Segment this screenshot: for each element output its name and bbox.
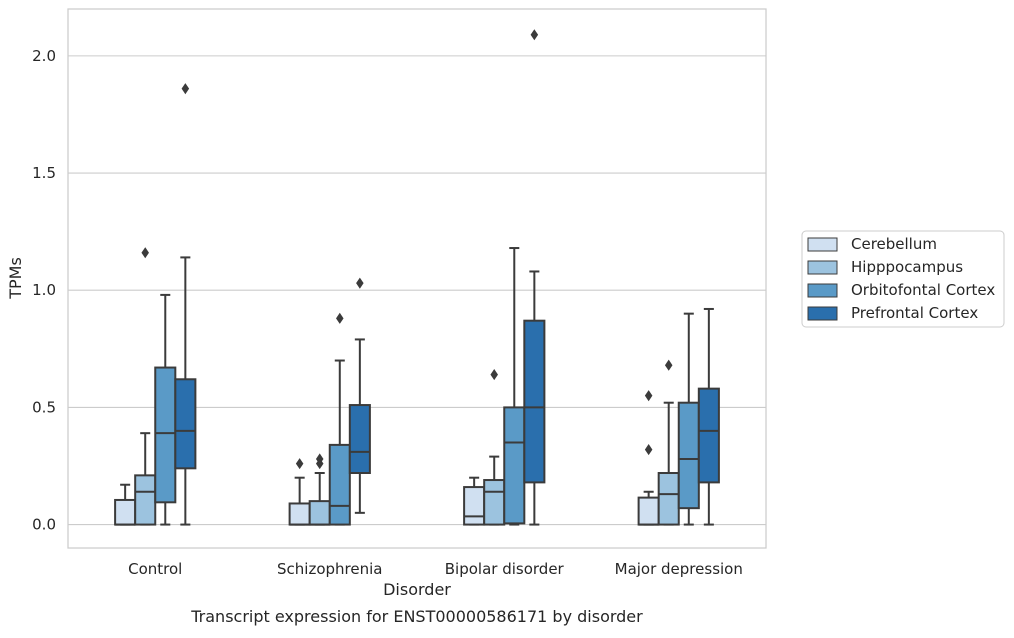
box-body (657, 472, 680, 526)
x-axis-label: Disorder (383, 580, 451, 599)
box-body (308, 500, 331, 526)
legend-frame (801, 230, 1005, 328)
outlier-point (490, 369, 498, 381)
outlier-point (664, 359, 673, 371)
outlier-point (295, 458, 304, 470)
outlier-point (315, 453, 324, 465)
box-body (697, 387, 720, 484)
outlier-point (336, 312, 344, 324)
legend-swatch (807, 283, 838, 298)
box-body (637, 496, 660, 526)
y-axis-label: TPMs (6, 257, 25, 300)
box-body (328, 443, 351, 526)
legend: Cerebellum Hipppocampus Orbitofontal Corte… (801, 230, 1005, 328)
legend-swatch (807, 260, 838, 275)
x-tick-label: Control (128, 560, 182, 578)
legend-swatch (807, 237, 838, 252)
box-2-3 (523, 29, 546, 526)
y-tick-label: 0.5 (32, 398, 56, 416)
legend-label: Hipppocampus (851, 258, 963, 276)
legend-swatch (807, 306, 838, 321)
figure-caption: Transcript expression for ENST0000058617… (190, 607, 643, 626)
outlier-point (644, 444, 653, 456)
box-body (483, 479, 506, 526)
outlier-point (356, 277, 364, 289)
box-body (288, 502, 311, 526)
box-0-2 (154, 293, 177, 526)
box-body (463, 486, 486, 526)
box-body (134, 474, 157, 526)
box-3-0 (637, 390, 660, 526)
outlier-point (530, 29, 539, 41)
box-body (503, 406, 526, 525)
box-body (174, 378, 197, 470)
x-tick-label: Bipolar disorder (445, 560, 565, 578)
legend-label: Prefrontal Cortex (851, 304, 978, 322)
box-1-0 (288, 458, 311, 526)
legend-label: Orbitofontal Cortex (851, 281, 995, 299)
x-tick-labels: Control Schizophrenia Bipolar disorder Majo… (128, 560, 743, 578)
outlier-point (181, 83, 190, 95)
box-body (523, 319, 546, 484)
y-tick-label: 1.5 (32, 164, 56, 182)
box-body (114, 498, 137, 526)
box-0-3 (174, 83, 197, 526)
y-tick-labels: 0.0 0.5 1.0 1.5 2.0 (32, 47, 56, 534)
box-body (677, 401, 700, 510)
outlier-point (141, 247, 149, 259)
box-body (348, 404, 371, 475)
y-tick-label: 2.0 (32, 47, 56, 65)
y-tick-label: 0.0 (32, 516, 56, 534)
legend-label: Cerebellum (851, 235, 937, 253)
x-tick-label: Schizophrenia (277, 560, 382, 578)
outlier-point (644, 390, 653, 402)
box-0-0 (114, 483, 137, 526)
box-1-3 (348, 277, 371, 514)
x-tick-label: Major depression (615, 560, 743, 578)
y-tick-label: 1.0 (32, 281, 56, 299)
box-1-2 (328, 312, 351, 526)
box-body (154, 366, 177, 504)
boxes (114, 29, 720, 526)
box-3-3 (697, 307, 720, 526)
